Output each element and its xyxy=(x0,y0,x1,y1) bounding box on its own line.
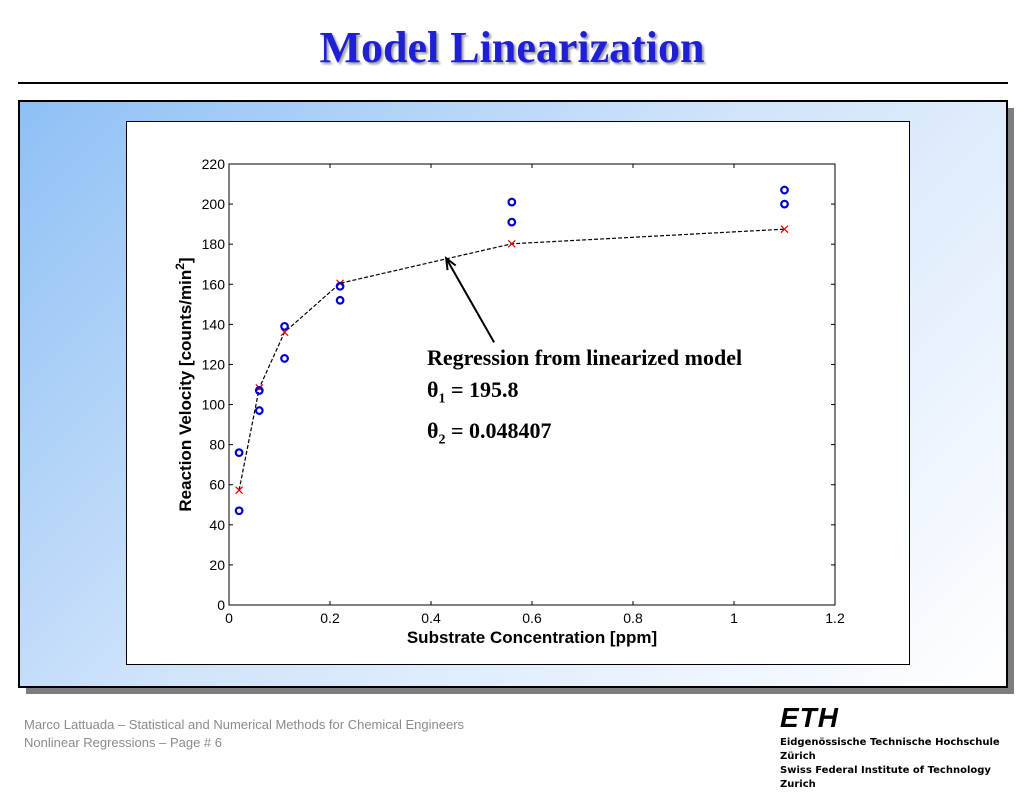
data-point xyxy=(280,321,289,331)
theta2-symbol: θ xyxy=(427,418,439,444)
data-point xyxy=(335,281,345,291)
theta1-value: = 195.8 xyxy=(445,377,519,402)
data-point xyxy=(507,197,517,207)
data-point xyxy=(280,354,289,363)
x-tick-label: 0.6 xyxy=(522,610,542,626)
x-tick-label: 1 xyxy=(730,610,738,626)
x-tick-label: 0.2 xyxy=(320,610,340,626)
y-tick-label: 140 xyxy=(202,316,226,332)
y-tick-label: 80 xyxy=(209,437,225,453)
annotation-arrow-shaft xyxy=(445,257,495,343)
y-tick-label: 120 xyxy=(202,356,226,372)
x-tick-label: 0 xyxy=(225,610,233,626)
x-tick-label: 0.4 xyxy=(421,610,441,626)
content-panel: 0 20 40 60 80 100 120 140 160 180 200 220 0 0.2 0.4 0.6… xyxy=(18,100,1008,688)
data-point xyxy=(254,406,264,415)
y-axis-label: Reaction Velocity [counts/min2] xyxy=(173,257,195,511)
data-point xyxy=(507,217,517,227)
slide-title: Model Linearization xyxy=(319,23,705,72)
model-point xyxy=(235,486,244,495)
theta1-symbol: θ xyxy=(427,377,439,402)
data-point xyxy=(254,386,264,395)
model-point xyxy=(780,225,789,234)
y-tick-label: 100 xyxy=(202,397,226,413)
y-tick-label: 20 xyxy=(209,557,225,573)
chart-frame: 0 20 40 60 80 100 120 140 160 180 200 220 0 0.2 0.4 0.6… xyxy=(126,121,910,665)
annotation-arrow-head xyxy=(444,255,457,271)
data-point xyxy=(780,185,789,195)
chart-svg: 0 20 40 60 80 100 120 140 160 180 200 220 0 0.2 0.4 0.6… xyxy=(173,156,845,647)
model-line xyxy=(238,228,785,491)
footer-page: Nonlinear Regressions – Page # 6 xyxy=(24,735,223,750)
y-tick-label: 40 xyxy=(209,517,225,533)
x-axis-label: Substrate Concentration [ppm] xyxy=(407,628,657,647)
regression-annotation: Regression from linearized model θ1 = 19… xyxy=(427,342,742,457)
theta1-line: θ1 = 195.8 xyxy=(427,374,742,415)
data-point xyxy=(234,448,244,458)
x-tick-label: 1.2 xyxy=(825,610,845,626)
data-point xyxy=(780,199,789,209)
y-tick-label: 160 xyxy=(202,276,226,292)
x-tick-label: 0.8 xyxy=(623,610,643,626)
theta1-subscript: 1 xyxy=(438,391,446,407)
eth-name-german: Eidgenössische Technische Hochschule Zür… xyxy=(780,737,1000,762)
y-tick-label: 180 xyxy=(202,236,226,252)
y-tick-label: 0 xyxy=(217,597,225,613)
y-tick-label: 60 xyxy=(209,477,225,493)
y-axis-label-end: ] xyxy=(176,257,195,263)
annotation-caption: Regression from linearized model xyxy=(427,345,743,370)
eth-name-english: Swiss Federal Institute of Technology Zu… xyxy=(780,765,991,790)
footer: Marco Lattuada – Statistical and Numeric… xyxy=(24,716,464,752)
footer-course: Marco Lattuada – Statistical and Numeric… xyxy=(24,717,465,732)
y-tick-label: 220 xyxy=(202,156,226,172)
theta2-line: θ2 = 0.048407 xyxy=(427,415,742,456)
eth-wordmark: ETH xyxy=(780,702,839,733)
theta2-subscript: 2 xyxy=(438,432,446,448)
data-point xyxy=(234,506,244,516)
y-axis-label-sup: 2 xyxy=(173,263,187,270)
y-tick-label: 200 xyxy=(202,196,226,212)
model-point xyxy=(507,239,516,248)
data-point xyxy=(335,295,345,305)
theta2-value: = 0.048407 xyxy=(445,418,552,444)
title-divider xyxy=(18,82,1008,84)
eth-logo: ETH Eidgenössische Technische Hochschule… xyxy=(780,702,1010,791)
y-axis-label-main: Reaction Velocity [counts/min xyxy=(176,270,195,512)
